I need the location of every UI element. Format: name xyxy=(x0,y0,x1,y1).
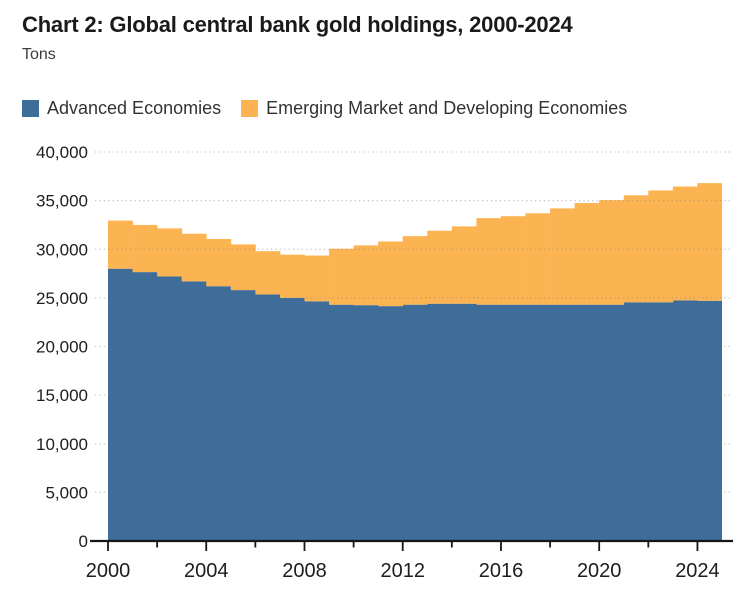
x-tick-label: 2004 xyxy=(184,560,229,582)
chart-legend: Advanced Economies Emerging Market and D… xyxy=(22,98,627,119)
y-gridlines xyxy=(95,151,733,494)
bar-advanced xyxy=(623,302,649,541)
bar-advanced xyxy=(648,302,674,541)
bar-advanced xyxy=(525,304,551,541)
y-tick-label: 35,000 xyxy=(36,192,88,211)
legend-item-emerging-economies: Emerging Market and Developing Economies xyxy=(241,98,627,119)
area-series-emerging-economies xyxy=(108,183,722,307)
bar-advanced xyxy=(132,272,158,541)
bar-advanced xyxy=(108,268,133,541)
bar-emerging xyxy=(623,195,649,303)
x-tick-label: 2008 xyxy=(282,560,327,582)
bar-emerging xyxy=(132,224,158,273)
bar-advanced xyxy=(476,304,502,541)
bar-emerging xyxy=(304,255,330,302)
x-tick-label: 2020 xyxy=(577,560,622,582)
bar-advanced xyxy=(304,301,330,541)
area-series-advanced-economies xyxy=(108,268,722,541)
legend-swatch-blue-icon xyxy=(22,100,39,117)
bar-advanced xyxy=(378,306,404,541)
bar-emerging xyxy=(648,190,674,303)
bar-advanced xyxy=(181,281,207,541)
bar-advanced xyxy=(329,304,354,541)
bar-emerging xyxy=(181,233,207,282)
bar-advanced xyxy=(451,303,477,541)
bar-emerging xyxy=(230,244,256,291)
y-tick-label: 40,000 xyxy=(36,143,88,162)
bar-advanced xyxy=(574,304,600,541)
bar-emerging xyxy=(672,186,698,301)
x-tick-label: 2016 xyxy=(479,560,524,582)
bar-emerging xyxy=(451,226,477,304)
x-tick-labels: 2000 2004 2008 2012 2016 2020 2024 xyxy=(86,560,720,582)
bar-emerging xyxy=(525,213,551,305)
bar-advanced xyxy=(500,304,526,541)
bar-advanced xyxy=(599,304,625,541)
bar-emerging xyxy=(599,200,625,305)
bar-advanced xyxy=(402,304,428,541)
chart-units-label: Tons xyxy=(22,46,56,63)
bar-emerging xyxy=(279,254,305,298)
y-tick-label: 30,000 xyxy=(36,240,88,259)
y-tick-label: 5,000 xyxy=(45,483,88,502)
bar-emerging xyxy=(402,236,428,305)
bar-emerging xyxy=(500,216,526,305)
bar-advanced xyxy=(255,294,281,541)
chart-title: Chart 2: Global central bank gold holdin… xyxy=(22,12,573,37)
legend-swatch-orange-icon xyxy=(241,100,259,117)
bar-advanced xyxy=(279,297,305,541)
x-tick-label: 2000 xyxy=(86,560,131,582)
bar-emerging xyxy=(574,203,600,305)
bar-emerging xyxy=(108,220,133,269)
y-tick-label: 25,000 xyxy=(36,289,88,308)
bar-advanced xyxy=(697,300,722,541)
bar-emerging xyxy=(550,208,576,305)
chart-canvas: 2000 2004 2008 2012 2016 2020 2024 0 5,000 10,000… xyxy=(36,143,733,582)
bar-advanced xyxy=(206,286,232,541)
bar-emerging xyxy=(697,183,722,301)
bar-emerging xyxy=(206,239,232,287)
bar-emerging xyxy=(157,228,183,277)
bar-advanced xyxy=(353,305,379,541)
bar-advanced xyxy=(550,304,576,541)
bar-advanced xyxy=(672,300,698,541)
y-tick-label: 10,000 xyxy=(36,435,88,454)
x-tick-label: 2024 xyxy=(675,560,720,582)
bar-advanced xyxy=(157,276,183,541)
bar-emerging xyxy=(427,230,453,304)
legend-item-advanced-economies: Advanced Economies xyxy=(22,98,221,119)
y-tick-label: 0 xyxy=(79,532,88,551)
x-ticks xyxy=(107,542,699,551)
bar-emerging xyxy=(353,245,379,306)
legend-label: Emerging Market and Developing Economies xyxy=(266,98,628,118)
x-tick-label: 2012 xyxy=(380,560,425,582)
bar-advanced xyxy=(427,303,453,541)
bar-emerging xyxy=(329,248,354,305)
bar-advanced xyxy=(230,290,256,541)
bar-emerging xyxy=(378,241,404,307)
bar-emerging xyxy=(476,218,502,305)
legend-label: Advanced Economies xyxy=(47,98,222,118)
y-tick-label: 15,000 xyxy=(36,386,88,405)
y-tick-labels: 0 5,000 10,000 15,000 20,000 25,000 30,000 35,0… xyxy=(36,143,88,551)
bar-emerging xyxy=(255,251,281,295)
y-tick-label: 20,000 xyxy=(36,338,88,357)
